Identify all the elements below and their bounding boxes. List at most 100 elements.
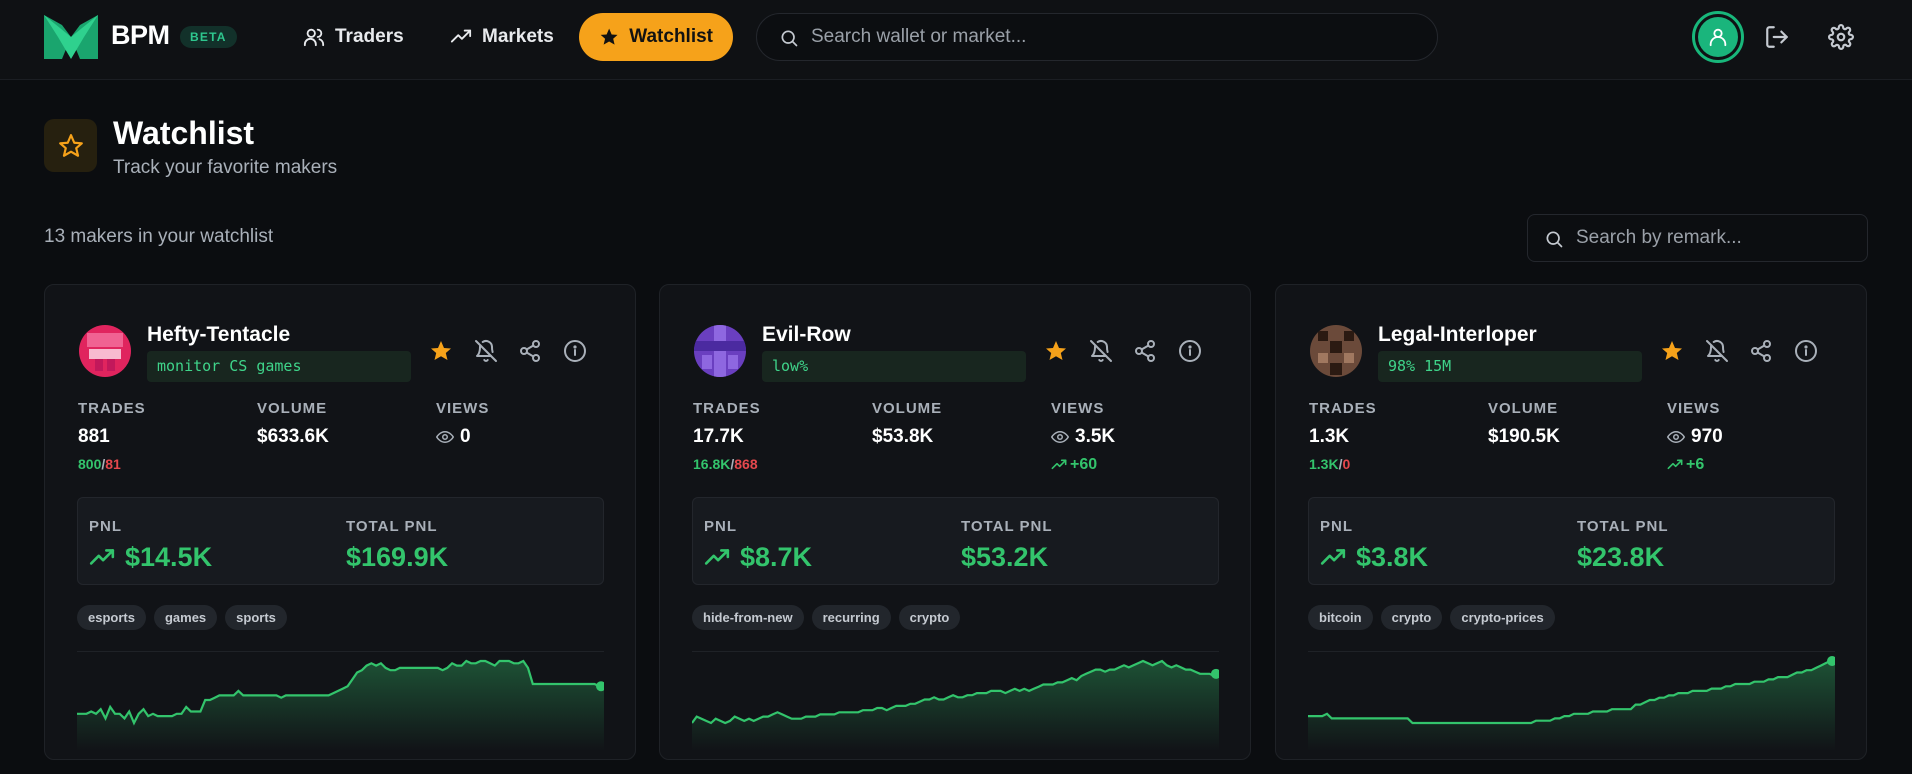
share-icon[interactable] — [1133, 339, 1157, 363]
pnl-value: $3.8K — [1320, 542, 1428, 573]
tag[interactable]: esports — [77, 605, 146, 630]
volume-value: $190.5K — [1488, 426, 1560, 447]
eye-icon — [1051, 430, 1069, 444]
trades-value: 1.3K — [1309, 426, 1350, 447]
views-value: 3.5K — [1051, 426, 1115, 448]
pnl-panel: PNL $8.7K TOTAL PNL $53.2K — [692, 497, 1219, 585]
bell-off-icon[interactable] — [474, 339, 498, 363]
trending-up-icon — [1667, 459, 1683, 470]
total-pnl-value: $169.9K — [346, 542, 449, 572]
users-icon — [303, 28, 325, 47]
views-label: VIEWS — [1051, 400, 1105, 417]
share-icon[interactable] — [518, 339, 542, 363]
brand-name[interactable]: BPM — [111, 20, 170, 50]
tag[interactable]: sports — [225, 605, 287, 630]
tag[interactable]: hide-from-new — [692, 605, 804, 630]
wins-count: 16.8K — [693, 456, 731, 472]
pnl-panel: PNL $3.8K TOTAL PNL $23.8K — [1308, 497, 1835, 585]
trades-value: 17.7K — [693, 426, 744, 447]
star-icon[interactable] — [1660, 339, 1684, 363]
info-icon[interactable] — [1794, 339, 1818, 363]
maker-name[interactable]: Legal-Interloper — [1378, 323, 1537, 346]
nav-markets[interactable]: Markets — [430, 13, 574, 61]
trending-up-icon — [89, 548, 115, 565]
beta-badge: BETA — [180, 26, 237, 48]
remark-search[interactable] — [1527, 214, 1868, 262]
nav-markets-label: Markets — [482, 26, 554, 47]
star-icon — [600, 28, 618, 45]
tag[interactable]: games — [153, 605, 218, 630]
pnl-label: PNL — [704, 518, 737, 535]
bell-off-icon[interactable] — [1705, 339, 1729, 363]
remark-label[interactable]: 98% 15M — [1378, 351, 1642, 382]
logout-icon[interactable] — [1764, 24, 1790, 50]
views-label: VIEWS — [436, 400, 490, 417]
pnl-sparkline — [77, 651, 604, 751]
maker-name[interactable]: Evil-Row — [762, 323, 851, 346]
volume-label: VOLUME — [872, 400, 943, 417]
views-value: 970 — [1667, 426, 1723, 448]
global-search[interactable] — [756, 13, 1438, 61]
eye-icon — [436, 430, 454, 444]
star-icon[interactable] — [1044, 339, 1068, 363]
nav-watchlist-label: Watchlist — [629, 26, 713, 47]
wins-count: 1.3K — [1309, 456, 1339, 472]
tag[interactable]: recurring — [811, 605, 891, 630]
tag[interactable]: bitcoin — [1308, 605, 1373, 630]
remark-label[interactable]: low% — [762, 351, 1026, 382]
user-icon — [1709, 28, 1727, 47]
avatar-identicon — [694, 325, 746, 377]
views-label: VIEWS — [1667, 400, 1721, 417]
total-pnl-label: TOTAL PNL — [1577, 518, 1669, 535]
losses-count: 81 — [105, 456, 121, 472]
views-delta: +6 — [1667, 456, 1704, 474]
avatar[interactable] — [1310, 325, 1362, 377]
maker-card[interactable]: Hefty-Tentacle monitor CS games TRADES 8… — [44, 284, 636, 760]
losses-count: 868 — [734, 456, 758, 472]
top-bar: BPM BETA Traders Markets Watchlist — [0, 0, 1912, 80]
volume-value: $53.8K — [872, 426, 934, 447]
watchlist-count: 13 makers in your watchlist — [44, 226, 274, 247]
maker-card[interactable]: Evil-Row low% TRADES 17.7K 16.8K/868 VOL… — [659, 284, 1251, 760]
star-icon[interactable] — [429, 339, 453, 363]
losses-count: 0 — [1342, 456, 1351, 472]
remark-label[interactable]: monitor CS games — [147, 351, 411, 382]
nav-traders[interactable]: Traders — [283, 13, 424, 61]
pnl-label: PNL — [1320, 518, 1353, 535]
bpm-logo-icon[interactable] — [44, 15, 98, 59]
trending-up-icon — [1051, 459, 1067, 470]
remark-search-input[interactable] — [1570, 215, 1860, 261]
trades-value: 881 — [78, 426, 110, 447]
tag[interactable]: crypto — [898, 605, 961, 630]
maker-card[interactable]: Legal-Interloper 98% 15M TRADES 1.3K 1.3… — [1275, 284, 1867, 760]
wins-count: 800 — [78, 456, 102, 472]
avatar-identicon — [79, 325, 131, 377]
avatar[interactable] — [79, 325, 131, 377]
trending-up-icon — [704, 548, 730, 565]
tag[interactable]: crypto — [1380, 605, 1443, 630]
win-loss: 1.3K/0 — [1309, 456, 1351, 472]
trades-label: TRADES — [1309, 400, 1377, 417]
info-icon[interactable] — [563, 339, 587, 363]
tag-list: esports games sports — [77, 605, 287, 630]
info-icon[interactable] — [1178, 339, 1202, 363]
total-pnl-value: $53.2K — [961, 542, 1049, 572]
search-icon — [781, 30, 798, 47]
win-loss: 16.8K/868 — [693, 456, 758, 472]
profile-avatar-button[interactable] — [1692, 11, 1744, 63]
share-icon[interactable] — [1749, 339, 1773, 363]
tag-list: bitcoin crypto crypto-prices — [1308, 605, 1555, 630]
volume-value: $633.6K — [257, 426, 329, 447]
gear-icon[interactable] — [1828, 24, 1854, 50]
maker-name[interactable]: Hefty-Tentacle — [147, 323, 291, 346]
pnl-panel: PNL $14.5K TOTAL PNL $169.9K — [77, 497, 604, 585]
tag[interactable]: crypto-prices — [1450, 605, 1555, 630]
views-value: 0 — [436, 426, 471, 448]
nav-watchlist[interactable]: Watchlist — [579, 13, 733, 61]
global-search-input[interactable] — [803, 14, 1423, 60]
avatar[interactable] — [694, 325, 746, 377]
search-icon — [1546, 231, 1563, 248]
bell-off-icon[interactable] — [1089, 339, 1113, 363]
volume-label: VOLUME — [257, 400, 328, 417]
avatar-identicon — [1310, 325, 1362, 377]
